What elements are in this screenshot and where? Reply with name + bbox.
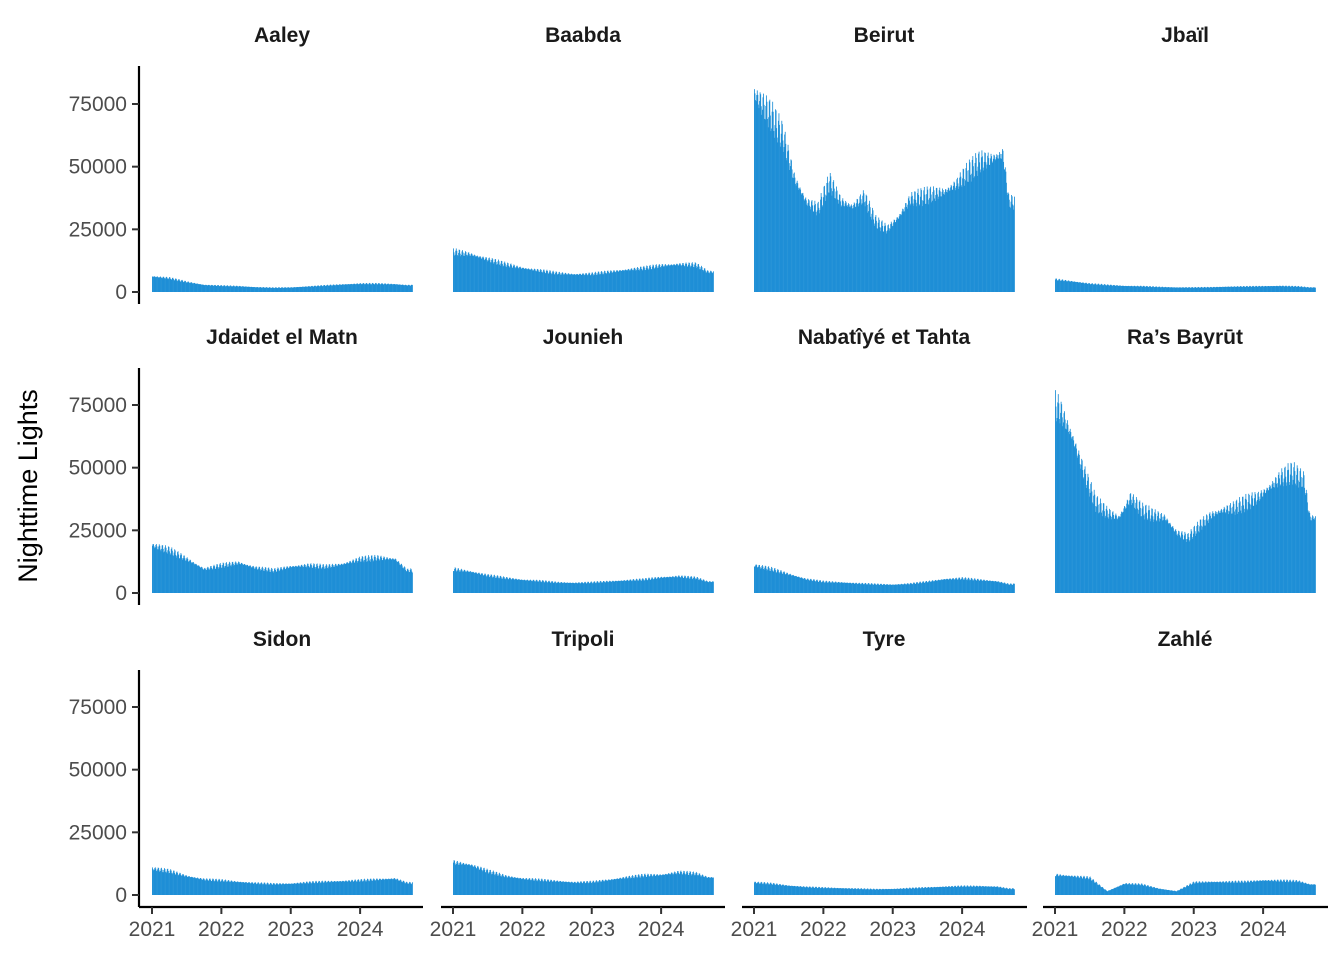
- x-tick-label: 2022: [1101, 918, 1148, 941]
- facet-title: Tripoli: [552, 628, 615, 651]
- bar: [713, 271, 714, 292]
- facet-panel: Baabda: [453, 24, 714, 292]
- facet-panel: Jounieh: [453, 326, 714, 593]
- facet-panel: Sidon: [152, 628, 413, 895]
- facet-title: Jbaïl: [1161, 24, 1209, 47]
- bar: [1315, 288, 1316, 292]
- bar: [412, 882, 413, 895]
- x-tick-label: 2021: [1032, 918, 1079, 941]
- facet-title: Sidon: [253, 628, 311, 651]
- x-tick-label: 2024: [638, 918, 685, 941]
- facet-title: Tyre: [863, 628, 906, 651]
- y-axis-row-2: 0 25000 50000 75000: [69, 368, 139, 605]
- facet-panel: Aaley: [152, 24, 413, 292]
- facet-panel: Jdaidet el Matn: [152, 326, 413, 593]
- facet-panel: Tyre: [754, 628, 1015, 895]
- facet-panel: Ra’s Bayrūt: [1055, 326, 1316, 593]
- facet-title: Ra’s Bayrūt: [1127, 326, 1243, 349]
- bar: [713, 582, 714, 593]
- x-tick-label: 2021: [430, 918, 477, 941]
- x-axis-col-4: 2021 2022 2023 2024: [1032, 907, 1328, 941]
- bar: [1014, 197, 1015, 292]
- y-tick-label: 75000: [69, 394, 127, 417]
- facet-title: Aaley: [254, 24, 310, 47]
- facet-title: Nabatîyé et Tahta: [798, 326, 971, 349]
- x-axis-col-1: 2021 2022 2023 2024: [129, 907, 423, 941]
- facet-panel: Jbaïl: [1055, 24, 1316, 292]
- y-axis-row-3: 0 25000 50000 75000: [69, 670, 139, 907]
- facet-title: Jdaidet el Matn: [206, 326, 358, 349]
- x-tick-label: 2024: [1240, 918, 1287, 941]
- facet-panel: Beirut: [754, 24, 1015, 292]
- y-tick-label: 75000: [69, 93, 127, 116]
- bar: [713, 878, 714, 895]
- facet-panel: Tripoli: [453, 628, 714, 895]
- y-tick-label: 0: [115, 281, 127, 304]
- facet-title: Baabda: [545, 24, 621, 47]
- y-tick-label: 25000: [69, 519, 127, 542]
- y-axis-row-1: 0 25000 50000 75000: [69, 66, 139, 304]
- y-axis-title: Nighttime Lights: [13, 389, 43, 583]
- bar: [1014, 584, 1015, 593]
- y-tick-label: 0: [115, 884, 127, 907]
- y-tick-label: 50000: [69, 457, 127, 480]
- facet-title: Jounieh: [543, 326, 624, 349]
- x-tick-label: 2021: [129, 918, 176, 941]
- y-tick-label: 50000: [69, 156, 127, 179]
- facet-panel: Nabatîyé et Tahta: [754, 326, 1015, 593]
- x-tick-label: 2022: [499, 918, 546, 941]
- x-tick-label: 2021: [731, 918, 778, 941]
- x-axis-col-2: 2021 2022 2023 2024: [430, 907, 725, 941]
- x-tick-label: 2023: [267, 918, 314, 941]
- x-tick-label: 2023: [568, 918, 615, 941]
- x-tick-label: 2022: [800, 918, 847, 941]
- x-tick-label: 2023: [869, 918, 916, 941]
- x-axis-col-3: 2021 2022 2023 2024: [731, 907, 1027, 941]
- bar: [1315, 516, 1316, 593]
- bar: [412, 573, 413, 593]
- y-tick-label: 50000: [69, 759, 127, 782]
- y-tick-label: 75000: [69, 696, 127, 719]
- facet-title: Beirut: [854, 24, 915, 47]
- y-tick-label: 25000: [69, 821, 127, 844]
- y-tick-label: 0: [115, 582, 127, 605]
- x-tick-label: 2024: [939, 918, 986, 941]
- y-tick-label: 25000: [69, 218, 127, 241]
- bar: [412, 285, 413, 292]
- x-tick-label: 2024: [337, 918, 384, 941]
- x-tick-label: 2023: [1170, 918, 1217, 941]
- x-tick-label: 2022: [198, 918, 245, 941]
